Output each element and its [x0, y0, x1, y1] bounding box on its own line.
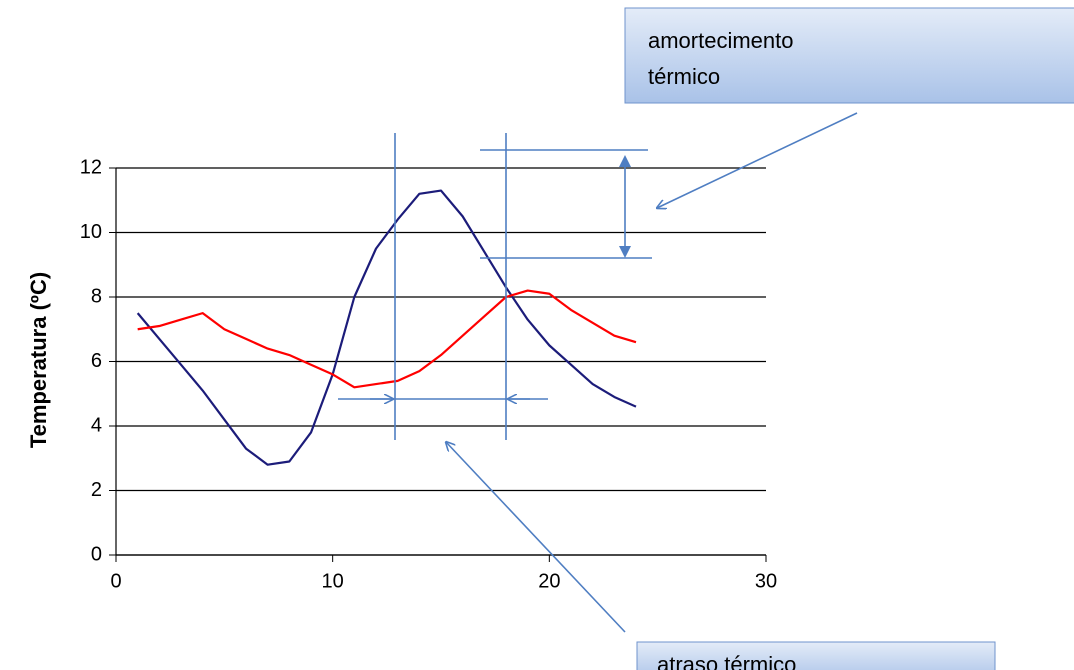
annotation-text: atraso térmico: [657, 652, 796, 670]
x-tick-label: 30: [755, 570, 777, 592]
line-series: [137, 289, 637, 389]
y-axis-label: Temperatura (ºC): [26, 272, 51, 448]
annotation-lines: [338, 112, 858, 633]
x-tick-label: 20: [538, 570, 560, 592]
y-tick-label: 8: [91, 285, 102, 307]
x-tick-label: 10: [322, 570, 344, 592]
y-tick-label: 0: [91, 543, 102, 565]
arrow: [657, 112, 858, 208]
annotation-text: térmico: [648, 64, 720, 89]
y-tick-label: 6: [91, 350, 102, 372]
annotation-text: amortecimento: [648, 28, 794, 53]
annotation-box: [636, 641, 996, 670]
plot-area: 0 2 4 6 8 10 12 0 10 20 30: [80, 156, 777, 592]
x-tick-label: 0: [110, 570, 121, 592]
annotation-box: [624, 7, 1074, 104]
arrow: [446, 442, 626, 633]
line-series: [136, 189, 637, 466]
y-tick-label: 2: [91, 479, 102, 501]
y-tick-label: 4: [91, 414, 102, 436]
y-tick-label: 12: [80, 156, 102, 178]
y-tick-label: 10: [80, 221, 102, 243]
